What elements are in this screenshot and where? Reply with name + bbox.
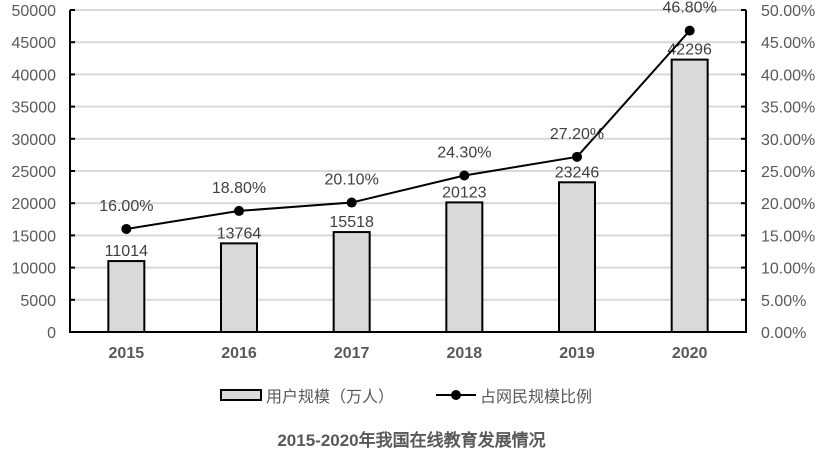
line-marker-icon bbox=[436, 389, 476, 401]
right-axis-tick-label: 5.00% bbox=[761, 293, 806, 310]
x-axis-tick-label: 2019 bbox=[559, 345, 595, 362]
line-series-share: 16.00% 18.80% 20.10% 24.30% 27.20% 46.80% bbox=[99, 0, 717, 234]
line-marker bbox=[234, 205, 244, 216]
gridlines bbox=[70, 9, 746, 301]
right-axis-tick-label: 30.00% bbox=[761, 132, 815, 149]
bar-data-label: 11014 bbox=[105, 243, 148, 260]
bar-data-label: 42296 bbox=[667, 42, 712, 59]
line-data-label: 24.30% bbox=[437, 145, 491, 162]
bar bbox=[220, 242, 258, 333]
right-axis-tick-label: 20.00% bbox=[761, 196, 815, 213]
right-axis-ticks: 0.00% 5.00% 10.00% 15.00% 20.00% 25.00% 30.00%… bbox=[741, 3, 815, 342]
bar-data-label: 13764 bbox=[217, 225, 262, 242]
left-axis-tick-label: 40000 bbox=[12, 67, 57, 84]
right-axis-tick-label: 35.00% bbox=[761, 100, 815, 117]
right-axis-tick-label: 50.00% bbox=[761, 3, 815, 20]
combo-chart: 0 5000 10000 15000 20000 25000 30000 35000 40000… bbox=[12, 0, 816, 362]
left-axis-tick-label: 25000 bbox=[12, 164, 57, 181]
bar-series-user-scale: 11014 13764 15518 20123 23246 42296 bbox=[105, 42, 712, 334]
left-axis-tick-label: 20000 bbox=[12, 196, 57, 213]
right-axis-tick-label: 25.00% bbox=[761, 164, 815, 181]
legend-line-label: 占网民规模比例 bbox=[480, 389, 593, 406]
left-axis-tick-label: 45000 bbox=[12, 35, 57, 52]
bar-data-label: 23246 bbox=[555, 164, 600, 181]
legend-item-line: 占网民规模比例 bbox=[436, 383, 592, 407]
bar-data-label: 20123 bbox=[442, 184, 487, 201]
bar-data-label: 15518 bbox=[329, 214, 374, 231]
left-axis-tick-label: 50000 bbox=[12, 3, 57, 20]
right-axis-tick-label: 0.00% bbox=[761, 325, 806, 342]
right-axis-tick-label: 15.00% bbox=[761, 228, 815, 245]
legend-bar-label: 用户规模（万人） bbox=[266, 389, 395, 406]
line-data-label: 46.80% bbox=[663, 0, 717, 17]
left-axis-tick-label: 5000 bbox=[20, 293, 56, 310]
left-axis-ticks: 0 5000 10000 15000 20000 25000 30000 35000 40000… bbox=[12, 3, 75, 342]
left-axis-tick-label: 0 bbox=[47, 325, 56, 342]
line-marker bbox=[684, 25, 695, 36]
line-marker bbox=[121, 223, 132, 234]
right-axis-tick-label: 10.00% bbox=[761, 261, 815, 278]
left-axis-tick-label: 30000 bbox=[12, 132, 57, 149]
line-marker bbox=[572, 151, 582, 162]
legend-item-bar: 用户规模（万人） bbox=[220, 383, 394, 407]
legend: 用户规模（万人） 占网民规模比例 bbox=[0, 383, 823, 407]
x-axis-labels: 2015 2016 2017 2018 2019 2020 bbox=[109, 345, 708, 362]
right-axis-tick-label: 40.00% bbox=[761, 67, 815, 84]
left-axis-tick-label: 10000 bbox=[12, 261, 57, 278]
line-data-label: 16.00% bbox=[99, 198, 153, 215]
x-axis-tick-label: 2020 bbox=[672, 345, 708, 362]
right-axis-tick-label: 45.00% bbox=[761, 35, 815, 52]
line-data-label: 18.80% bbox=[212, 180, 266, 197]
bar bbox=[445, 201, 484, 333]
x-axis-tick-label: 2016 bbox=[221, 345, 257, 362]
line-data-label: 27.20% bbox=[550, 126, 604, 143]
line-data-label: 20.10% bbox=[325, 172, 379, 189]
left-axis-tick-label: 15000 bbox=[12, 228, 57, 245]
bar-swatch-icon bbox=[220, 389, 262, 401]
x-axis-tick-label: 2017 bbox=[334, 345, 370, 362]
left-axis-tick-label: 35000 bbox=[12, 100, 57, 117]
line-marker bbox=[459, 170, 470, 181]
x-axis-tick-label: 2018 bbox=[447, 345, 483, 362]
bar bbox=[332, 231, 371, 334]
line-marker bbox=[346, 197, 357, 208]
bar bbox=[670, 58, 709, 333]
x-axis-tick-label: 2015 bbox=[109, 345, 145, 362]
bar bbox=[107, 260, 146, 334]
chart-title: 2015-2020年我国在线教育发展情况 bbox=[277, 431, 546, 450]
bar bbox=[558, 181, 596, 333]
